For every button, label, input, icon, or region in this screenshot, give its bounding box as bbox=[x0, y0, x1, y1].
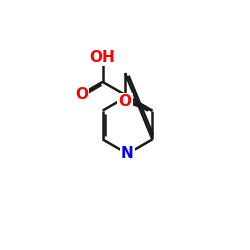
Text: O: O bbox=[75, 86, 88, 102]
Text: N: N bbox=[121, 146, 134, 161]
Text: O: O bbox=[118, 94, 132, 109]
Text: OH: OH bbox=[90, 50, 116, 65]
